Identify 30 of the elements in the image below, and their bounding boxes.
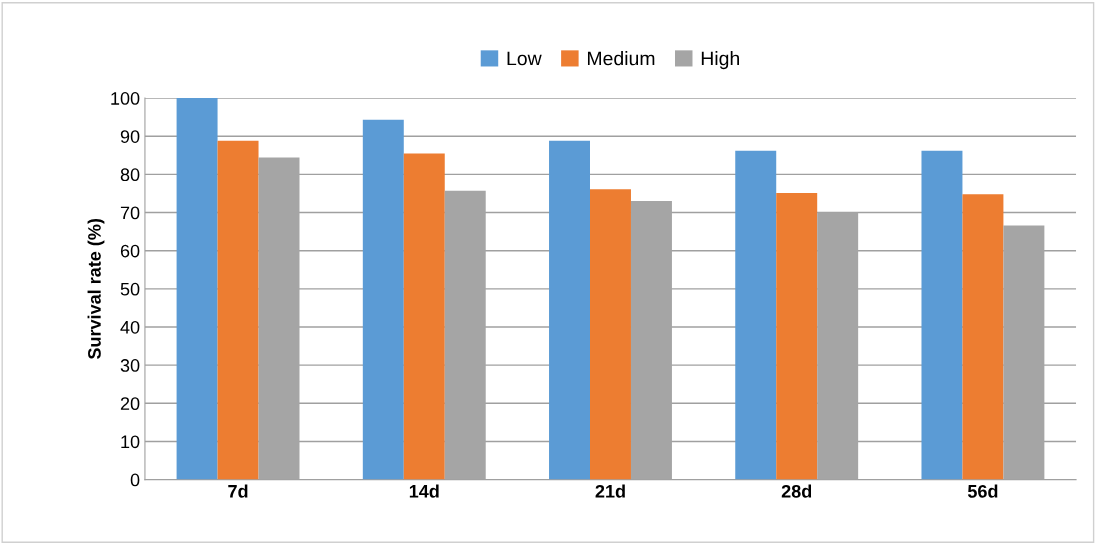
x-tick-label: 14d — [409, 484, 439, 498]
x-tick-label: 56d — [967, 484, 998, 498]
y-tick-label: 0 — [130, 473, 140, 487]
bar — [217, 140, 259, 480]
bar — [776, 193, 818, 480]
y-tick-label: 30 — [120, 359, 140, 372]
bar — [362, 119, 404, 480]
y-tick-label: 40 — [120, 320, 140, 334]
y-axis-title: Survival rate (%) — [87, 219, 105, 360]
y-tick-label: 100 — [111, 92, 140, 105]
legend-label: Low — [507, 51, 542, 66]
bar — [735, 150, 777, 480]
bar — [590, 189, 631, 480]
legend-label: High — [701, 51, 739, 70]
y-tick-label: 70 — [120, 206, 140, 220]
y-tick-label: 90 — [120, 130, 140, 143]
x-tick-label: 28d — [781, 484, 812, 498]
x-tick-label: 7d — [228, 484, 248, 498]
y-tick-label: 50 — [120, 282, 140, 296]
bar — [921, 150, 963, 480]
y-tick-label: 80 — [120, 168, 140, 182]
bar — [549, 140, 590, 480]
bar — [962, 194, 1004, 480]
y-tick-label: 10 — [121, 435, 140, 449]
y-tick-label: 20 — [120, 397, 140, 411]
y-tick-label: 60 — [120, 244, 140, 258]
bar — [403, 153, 445, 480]
x-tick-label: 21d — [595, 484, 625, 498]
bar — [176, 98, 218, 480]
legend-label: Medium — [587, 51, 655, 66]
